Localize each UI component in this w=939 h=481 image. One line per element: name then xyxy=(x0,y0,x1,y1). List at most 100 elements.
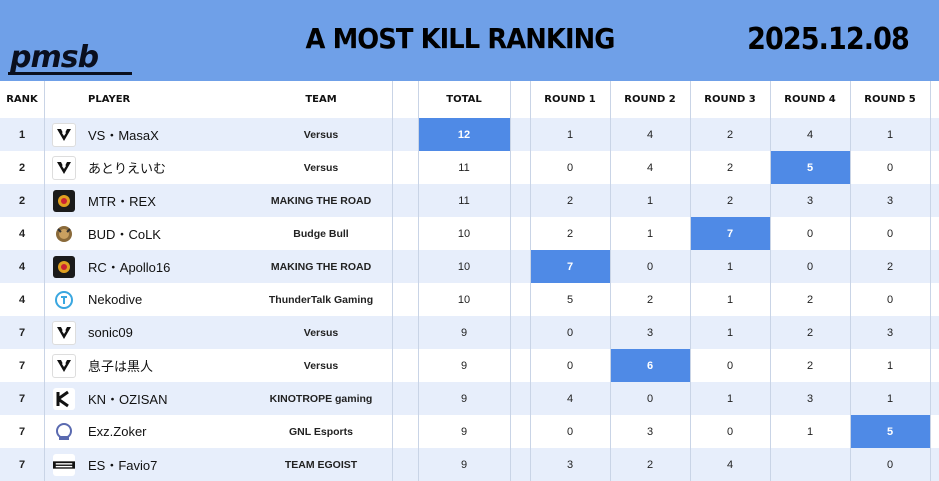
round-2-kills: 3 xyxy=(646,326,654,339)
grid-divider xyxy=(392,81,393,481)
team-name: KINOTROPE gaming xyxy=(269,392,373,405)
round-2-kills: 2 xyxy=(646,458,654,471)
round-4-kills: 3 xyxy=(806,392,814,405)
player-name: sonic09 xyxy=(88,325,133,340)
grid-divider xyxy=(510,81,511,481)
round-3-kills: 2 xyxy=(726,161,734,174)
total-kills: 9 xyxy=(460,359,468,372)
total-kills: 10 xyxy=(457,260,471,273)
team-logo-cell xyxy=(44,448,84,481)
rank-cell: 4 xyxy=(18,260,26,273)
ranking-table: RANK PLAYER TEAM TOTAL ROUND 1 ROUND 2 R… xyxy=(0,81,939,481)
team-logo-cell xyxy=(44,184,84,217)
col-header-round-4: ROUND 4 xyxy=(784,94,836,105)
round-3-kills: 1 xyxy=(726,293,734,306)
round-5-kills: 0 xyxy=(886,161,894,174)
total-kills: 11 xyxy=(458,194,470,207)
egoist-logo-icon xyxy=(53,453,75,476)
rank-cell: 4 xyxy=(18,293,26,306)
table-row: 4 Nekodive ThunderTalk Gaming 10 5 2 1 2 0 xyxy=(0,283,939,316)
round-3-kills: 2 xyxy=(726,194,734,207)
player-name: VS・MasaX xyxy=(88,128,159,143)
round-4-kills: 2 xyxy=(806,326,814,339)
round-5-kills: 5 xyxy=(850,415,930,448)
team-logo-cell xyxy=(44,283,84,316)
team-name: MAKING THE ROAD xyxy=(270,194,372,207)
team-logo-cell xyxy=(44,382,84,415)
team-logo-cell xyxy=(44,118,84,151)
player-name: 息子は黒人 xyxy=(88,359,154,374)
round-1-kills: 7 xyxy=(530,250,610,283)
player-name: KN・OZISAN xyxy=(88,392,168,407)
rank-cell: 2 xyxy=(18,161,26,174)
round-4-kills xyxy=(770,448,850,481)
round-1-kills: 0 xyxy=(566,326,574,339)
table-header-row: RANK PLAYER TEAM TOTAL ROUND 1 ROUND 2 R… xyxy=(0,81,939,119)
grid-divider xyxy=(850,81,851,481)
round-2-kills: 4 xyxy=(646,161,654,174)
team-logo-cell xyxy=(44,415,84,448)
player-name: ES・Favio7 xyxy=(88,458,158,473)
round-5-kills: 1 xyxy=(886,128,894,141)
col-header-player: PLAYER xyxy=(88,94,131,105)
player-name: RC・Apollo16 xyxy=(88,260,171,275)
round-1-kills: 5 xyxy=(566,293,574,306)
versus-logo-icon xyxy=(52,353,76,378)
grid-divider xyxy=(530,81,531,481)
round-5-kills: 0 xyxy=(886,227,894,240)
player-name: MTR・REX xyxy=(88,194,156,209)
round-2-kills: 2 xyxy=(646,293,654,306)
round-2-kills: 0 xyxy=(646,392,654,405)
round-4-kills: 3 xyxy=(806,194,814,207)
round-2-kills: 6 xyxy=(610,349,690,382)
player-name: あとりえいむ xyxy=(88,161,167,176)
round-5-kills: 2 xyxy=(886,260,894,273)
team-name: Versus xyxy=(303,359,339,372)
versus-logo-icon xyxy=(52,155,76,180)
thundertalk-logo-icon xyxy=(53,288,75,311)
round-5-kills: 3 xyxy=(886,326,894,339)
gnl-logo-icon xyxy=(53,420,75,443)
rank-cell: 1 xyxy=(18,128,26,141)
grid-divider xyxy=(44,81,45,481)
table-row: 7 息子は黒人 Versus 9 0 6 0 2 1 xyxy=(0,349,939,382)
table-row: 7 ES・Favio7 TEAM EGOIST 9 3 2 4 0 xyxy=(0,448,939,481)
versus-logo-icon xyxy=(52,122,76,147)
grid-divider xyxy=(418,81,419,481)
round-3-kills: 1 xyxy=(726,392,734,405)
col-header-rank: RANK xyxy=(6,94,38,105)
total-kills: 9 xyxy=(460,458,468,471)
grid-divider xyxy=(770,81,771,481)
versus-logo-icon xyxy=(52,320,76,345)
round-3-kills: 1 xyxy=(726,326,734,339)
page-title: A MOST KILL RANKING xyxy=(305,22,616,55)
total-kills: 10 xyxy=(457,293,471,306)
round-1-kills: 2 xyxy=(566,194,574,207)
rank-cell: 7 xyxy=(18,392,26,405)
round-2-kills: 0 xyxy=(646,260,654,273)
team-name: Versus xyxy=(303,161,339,174)
round-1-kills: 2 xyxy=(566,227,574,240)
player-name: BUD・CoLK xyxy=(88,227,161,242)
total-kills: 11 xyxy=(458,161,470,174)
team-logo-cell xyxy=(44,349,84,382)
team-logo-cell xyxy=(44,151,84,184)
rank-cell: 4 xyxy=(18,227,26,240)
round-2-kills: 4 xyxy=(646,128,654,141)
grid-divider xyxy=(690,81,691,481)
round-5-kills: 3 xyxy=(886,194,894,207)
table-row: 7 KN・OZISAN KINOTROPE gaming 9 4 0 1 3 1 xyxy=(0,382,939,415)
round-5-kills: 0 xyxy=(886,458,894,471)
table-row: 4 BUD・CoLK Budge Bull 10 2 1 7 0 0 xyxy=(0,217,939,250)
team-logo-cell xyxy=(44,316,84,349)
table-row: 7 sonic09 Versus 9 0 3 1 2 3 xyxy=(0,316,939,349)
total-kills: 12 xyxy=(418,118,510,151)
col-header-round-3: ROUND 3 xyxy=(704,94,756,105)
logo-text: pmsb xyxy=(10,40,99,75)
total-kills: 9 xyxy=(460,392,468,405)
table-row: 4 RC・Apollo16 MAKING THE ROAD 10 7 0 1 0 2 xyxy=(0,250,939,283)
round-4-kills: 5 xyxy=(770,151,850,184)
round-2-kills: 1 xyxy=(646,194,654,207)
rank-cell: 2 xyxy=(18,194,26,207)
team-name: Budge Bull xyxy=(293,227,349,240)
